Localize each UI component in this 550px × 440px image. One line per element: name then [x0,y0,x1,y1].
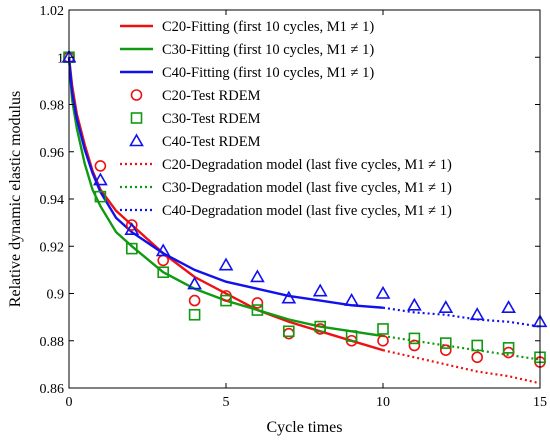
legend-item: C30-Fitting (first 10 cycles, M1 ≠ 1) [120,42,374,58]
data-point-c40-test-rdem [281,290,297,304]
y-tick-label: 0.86 [40,382,65,397]
data-point-c40-test-rdem [501,300,516,313]
data-point-c40-test-rdem [250,269,265,283]
plot-area [61,49,548,385]
legend-item: C20-Test RDEM [130,88,261,104]
y-tick-label: 1.02 [40,4,65,19]
legend-marker [130,112,143,124]
legend-label: C40-Test RDEM [162,134,261,150]
legend-label: C30-Fitting (first 10 cycles, M1 ≠ 1) [162,42,374,58]
data-point-c30-test-rdem [188,308,201,321]
legend-item: C40-Test RDEM [129,133,261,150]
legend-item: C20-Fitting (first 10 cycles, M1 ≠ 1) [120,19,374,35]
data-point-c30-test-rdem [94,190,107,203]
data-point-c30-test-rdem [439,337,452,349]
y-tick-label: 1 [57,51,64,66]
y-tick-label: 0.96 [40,146,65,161]
legend-item: C20-Degradation model (last five cycles,… [120,157,452,173]
legend-item: C40-Degradation model (last five cycles,… [120,203,452,219]
data-point-c20-test-rdem [94,160,107,172]
legend-marker [130,89,143,101]
data-point-c30-test-rdem [220,294,232,307]
x-axis-label: Cycle times [267,419,343,436]
legend-item: C30-Test RDEM [130,111,261,127]
legend-label: C20-Degradation model (last five cycles,… [162,157,452,173]
x-tick-label: 15 [533,395,547,410]
data-point-c20-test-rdem [377,334,389,347]
data-point-c20-test-rdem [408,339,421,352]
series-line-c20-degradation-model-last-five-cycles-m1-1 [382,349,541,385]
x-tick-label: 5 [223,395,230,410]
series-line-c40-fitting-first-10-cycles-m1-1 [67,57,384,309]
data-point-c40-test-rdem [312,283,328,297]
data-point-c40-test-rdem [407,297,422,311]
data-point-c40-test-rdem [344,292,359,306]
data-point-c20-test-rdem [251,297,264,309]
data-point-c20-test-rdem [157,254,169,267]
data-point-c40-test-rdem [375,285,391,299]
y-tick-label: 0.9 [47,288,65,303]
legend-item: C30-Degradation model (last five cycles,… [120,180,452,196]
legend-marker [129,133,144,147]
data-point-c30-test-rdem [126,242,138,255]
legend-label: C20-Fitting (first 10 cycles, M1 ≠ 1) [162,19,374,35]
data-point-c20-test-rdem [282,327,295,340]
data-point-c40-test-rdem [438,300,454,313]
y-axis-label: Relative dynamic elastic modulus [7,91,24,307]
series-line-c40-degradation-model-last-five-cycles-m1-1 [382,306,541,328]
data-point-c40-test-rdem [218,257,234,271]
data-point-c40-test-rdem [155,243,171,257]
legend: C20-Fitting (first 10 cycles, M1 ≠ 1) C30… [120,19,452,219]
data-point-c20-test-rdem [439,344,452,357]
series-line-c30-degradation-model-last-five-cycles-m1-1 [382,334,541,361]
data-point-c30-test-rdem [408,332,421,345]
data-point-c30-test-rdem [377,323,389,335]
data-point-c20-test-rdem [188,294,201,307]
data-point-c30-test-rdem [157,266,169,279]
data-point-c20-test-rdem [126,219,138,231]
y-tick-label: 0.94 [40,193,65,208]
data-point-c40-test-rdem [124,222,140,236]
series-line-c30-fitting-first-10-cycles-m1-1 [67,57,384,338]
y-tick-label: 0.92 [40,240,65,255]
legend-label: C40-Fitting (first 10 cycles, M1 ≠ 1) [162,65,374,81]
data-point-c30-test-rdem [282,325,295,338]
data-point-c30-test-rdem [314,320,327,333]
axis-ticks: 0 5 10 15 0.86 0.88 0.9 0.92 0.94 0.96 0.98 1 1.02 [40,4,548,410]
data-point-c20-test-rdem [471,351,484,364]
data-point-c30-test-rdem [251,304,264,316]
data-point-c30-test-rdem [502,342,515,354]
legend-label: C30-Test RDEM [162,111,261,127]
legend-label: C20-Test RDEM [162,88,261,104]
x-tick-label: 10 [376,395,390,410]
legend-label: C40-Degradation model (last five cycles,… [162,203,452,219]
data-point-c30-test-rdem [471,339,484,352]
x-tick-label: 0 [66,395,73,410]
y-tick-label: 0.88 [40,335,65,350]
legend-item: C40-Fitting (first 10 cycles, M1 ≠ 1) [120,65,374,81]
data-point-c40-test-rdem [469,307,485,321]
data-point-c40-test-rdem [187,276,202,290]
data-point-c40-test-rdem [93,172,108,186]
data-point-c30-test-rdem [345,330,358,342]
legend-label: C30-Degradation model (last five cycles,… [162,180,452,196]
y-tick-label: 0.98 [40,99,65,114]
